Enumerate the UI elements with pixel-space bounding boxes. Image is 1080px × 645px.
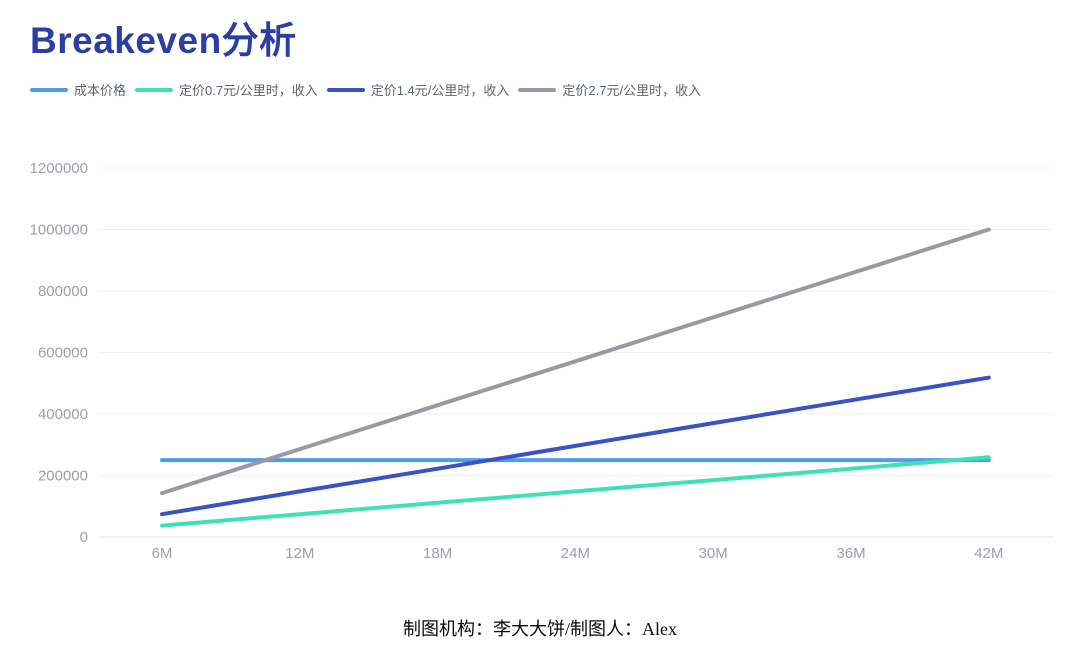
series-line-2 — [160, 375, 991, 517]
x-axis-label: 18M — [423, 545, 452, 562]
x-axis-label: 12M — [285, 545, 314, 562]
y-axis-label: 0 — [80, 529, 88, 546]
x-axis-label: 30M — [699, 545, 728, 562]
x-axis-label: 6M — [152, 545, 173, 562]
series-line-3 — [160, 227, 991, 496]
y-axis-label: 1000000 — [30, 222, 88, 239]
x-axis-label: 36M — [836, 545, 865, 562]
legend-item-1[interactable]: 定价0.7元/公里时，收入 — [135, 80, 318, 99]
legend-item-label: 成本价格 — [74, 83, 127, 98]
y-axis-label: 1200000 — [30, 160, 88, 177]
legend-item-label: 定价2.7元/公里时，收入 — [562, 83, 702, 98]
legend-item-label: 定价1.4元/公里时，收入 — [370, 83, 510, 98]
y-axis-label: 400000 — [38, 406, 88, 423]
x-axis-label: 24M — [561, 545, 590, 562]
y-axis-label: 600000 — [38, 345, 88, 362]
legend-swatch — [135, 87, 174, 92]
chart-caption: 制图机构：李大大饼/制图人：Alex — [403, 619, 677, 639]
line-chart: 0 200000 400000 600000 800000 1000000 1200000 6… — [30, 160, 1053, 562]
legend-item-0[interactable]: 成本价格 — [30, 80, 126, 99]
y-axis-label: 800000 — [38, 283, 88, 300]
x-axis-label: 42M — [974, 545, 1003, 562]
y-axis-label: 200000 — [38, 468, 88, 485]
legend-swatch — [30, 87, 68, 92]
series-line-1 — [160, 455, 991, 528]
legend-item-3[interactable]: 定价2.7元/公里时，收入 — [518, 80, 701, 99]
legend-item-2[interactable]: 定价1.4元/公里时，收入 — [326, 80, 510, 99]
legend-swatch — [326, 87, 365, 92]
chart-legend: 成本价格 定价0.7元/公里时，收入 定价1.4元/公里时，收入 定价2.7元/公里时… — [30, 80, 701, 99]
legend-item-label: 定价0.7元/公里时，收入 — [179, 83, 318, 98]
page-title: Breakeven分析 — [30, 20, 297, 61]
legend-swatch — [518, 87, 557, 92]
